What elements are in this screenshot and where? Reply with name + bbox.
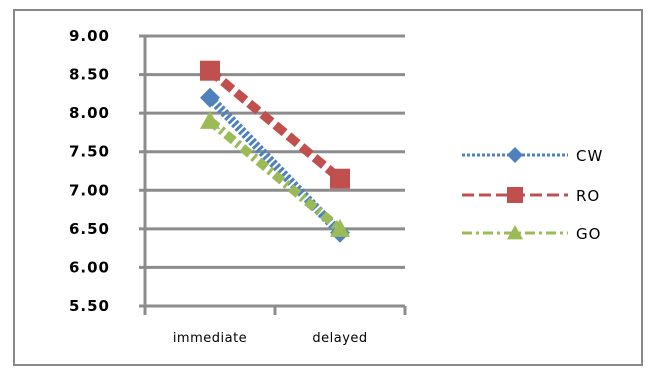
- data-point-go: [200, 110, 220, 129]
- gridlines: [139, 34, 405, 308]
- legend: CW RO GO: [462, 147, 603, 243]
- y-tick-label: 5.50: [69, 297, 110, 315]
- axes: [143, 36, 407, 315]
- y-tick-label: 9.00: [69, 27, 110, 45]
- legend-marker-cw: [507, 147, 523, 163]
- series-go: [200, 110, 350, 237]
- legend-label: RO: [576, 187, 600, 205]
- x-axis-tick-labels: immediate delayed: [173, 331, 367, 346]
- y-tick-label: 7.00: [69, 181, 110, 199]
- series-lines: [200, 60, 350, 243]
- legend-label: CW: [576, 147, 603, 165]
- y-axis-tick-labels: 9.00 8.50 8.00 7.50 7.00 6.50 6.00 5.50: [69, 27, 110, 315]
- data-point-cw: [200, 87, 220, 108]
- y-tick-label: 6.50: [69, 220, 110, 238]
- data-point-ro: [330, 168, 350, 189]
- legend-item-go: GO: [462, 225, 601, 243]
- series-line-ro: [207, 67, 343, 183]
- legend-marker-ro: [507, 187, 523, 203]
- y-tick-label: 8.50: [69, 66, 110, 84]
- legend-item-cw: CW: [462, 147, 603, 165]
- x-tick-label: immediate: [173, 331, 247, 346]
- legend-item-ro: RO: [462, 187, 600, 205]
- series-ro: [200, 60, 350, 189]
- y-tick-label: 7.50: [69, 143, 110, 161]
- legend-marker-go: [507, 225, 523, 240]
- data-point-ro: [200, 60, 220, 81]
- x-tick-label: delayed: [312, 331, 367, 346]
- y-tick-label: 6.00: [69, 258, 110, 276]
- y-tick-label: 8.00: [69, 104, 110, 122]
- series-line-go: [207, 117, 343, 233]
- legend-label: GO: [576, 225, 601, 243]
- data-point-go: [330, 218, 350, 237]
